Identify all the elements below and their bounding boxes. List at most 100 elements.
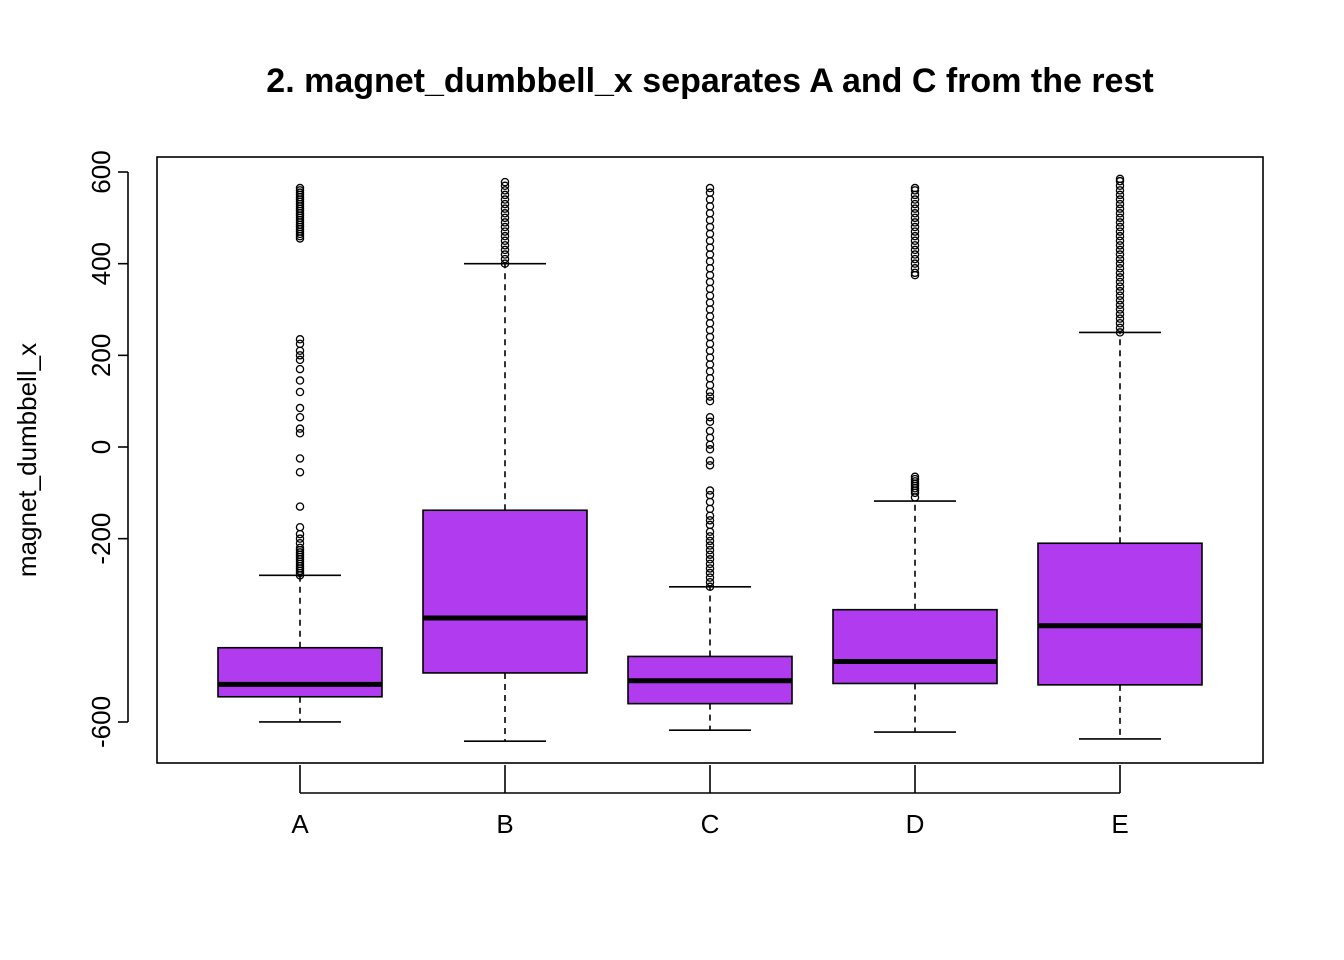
outlier-point	[1115, 254, 1125, 264]
outlier-point	[1115, 286, 1125, 296]
outlier-point	[705, 243, 715, 252]
outlier-point	[500, 209, 510, 218]
outlier-point	[910, 199, 920, 209]
outlier-point	[705, 305, 715, 314]
x-tick-label: D	[906, 809, 925, 839]
outlier-point	[705, 183, 715, 193]
outlier-point	[1115, 328, 1125, 337]
outlier-point	[500, 222, 510, 232]
outlier-point	[1115, 273, 1125, 282]
outlier-point	[705, 520, 715, 530]
outlier-point	[705, 250, 715, 259]
outlier-point	[705, 440, 715, 449]
outlier-point	[295, 424, 305, 433]
iqr-box	[217, 646, 383, 698]
outlier-point	[295, 534, 305, 543]
outlier-point	[500, 227, 510, 236]
outlier-point	[500, 259, 510, 268]
outlier-point	[910, 254, 920, 264]
outlier-point	[705, 433, 715, 443]
outlier-point	[910, 204, 920, 213]
outlier-point	[705, 387, 715, 397]
outlier-point	[705, 426, 715, 436]
outlier-point	[705, 486, 715, 495]
outlier-point	[500, 199, 510, 209]
iqr-box	[422, 509, 588, 674]
outlier-point	[295, 538, 305, 548]
outlier-point	[500, 241, 510, 250]
outlier-point	[1115, 231, 1125, 241]
outlier-point	[1115, 245, 1125, 255]
outlier-point	[1115, 296, 1125, 305]
outlier-point	[910, 241, 920, 250]
outlier-point	[500, 245, 510, 255]
y-tick-label: -600	[86, 696, 116, 748]
outlier-point	[500, 186, 510, 195]
outlier-point	[910, 472, 920, 482]
box-series	[217, 174, 1203, 743]
outlier-point	[705, 312, 715, 321]
outlier-point	[910, 250, 920, 259]
outlier-point	[705, 257, 715, 266]
outlier-point	[295, 339, 305, 349]
outlier-point	[705, 209, 715, 218]
outlier-point	[1115, 204, 1125, 213]
outlier-point	[705, 417, 715, 427]
outlier-point	[705, 445, 715, 454]
outlier-point	[705, 564, 715, 573]
outlier-point	[295, 351, 305, 360]
outlier-point	[1115, 277, 1125, 287]
outlier-point	[705, 346, 715, 356]
outlier-point	[705, 298, 715, 307]
outlier-point	[295, 454, 305, 463]
box-D	[832, 183, 998, 733]
outlier-point	[705, 555, 715, 564]
outlier-point	[705, 360, 715, 369]
outlier-point	[705, 392, 715, 401]
outlier-point	[705, 188, 715, 197]
outlier-point	[910, 209, 920, 218]
outlier-point	[1115, 213, 1125, 223]
outlier-point	[705, 545, 715, 555]
outlier-point	[705, 277, 715, 287]
outlier-point	[295, 183, 305, 193]
box-B	[422, 177, 588, 743]
outlier-point	[1115, 309, 1125, 319]
x-tick-label: E	[1111, 809, 1128, 839]
outlier-point	[295, 412, 305, 422]
outlier-point	[705, 577, 715, 587]
outlier-point	[910, 264, 920, 273]
outlier-point	[705, 461, 715, 470]
outlier-point	[705, 264, 715, 273]
y-axis-label: magnet_dumbbell_x	[12, 343, 42, 577]
outlier-point	[295, 403, 305, 413]
outlier-point	[705, 541, 715, 550]
outlier-point	[1115, 259, 1125, 268]
plot-frame	[156, 156, 1264, 764]
outlier-point	[295, 548, 305, 557]
outlier-point	[705, 573, 715, 582]
outlier-point	[705, 456, 715, 465]
x-tick-label: C	[701, 809, 720, 839]
chart-title: 2. magnet_dumbbell_x separates A and C f…	[266, 62, 1153, 100]
outlier-point	[500, 218, 510, 227]
outlier-point	[705, 490, 715, 500]
outlier-point	[1115, 218, 1125, 227]
outlier-point	[1115, 250, 1125, 259]
outlier-point	[295, 522, 305, 532]
outlier-point	[705, 229, 715, 239]
outlier-point	[705, 504, 715, 514]
outlier-point	[295, 355, 305, 365]
outlier-point	[295, 529, 305, 539]
outlier-point	[500, 195, 510, 204]
y-axis: -600 -200 0 200 400 600	[86, 150, 129, 748]
outlier-point	[910, 227, 920, 236]
outlier-point	[1115, 227, 1125, 236]
x-tick-label: A	[291, 809, 309, 839]
outlier-point	[500, 231, 510, 241]
outlier-point	[500, 204, 510, 213]
outlier-point	[500, 213, 510, 223]
outlier-point	[705, 516, 715, 525]
outlier-point	[500, 177, 510, 187]
